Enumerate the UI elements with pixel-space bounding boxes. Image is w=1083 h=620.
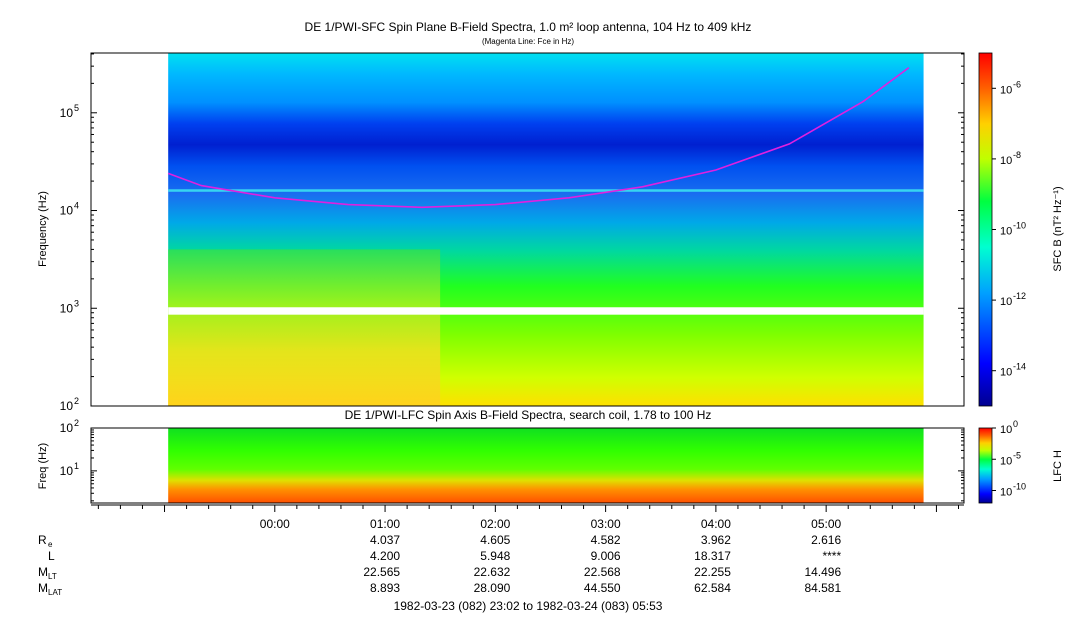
sfc-colorbar-tick-label: 10 bbox=[1000, 296, 1012, 308]
ephemeris-row-label: R bbox=[38, 533, 47, 547]
lfc-y-tick-exponent: 2 bbox=[74, 418, 79, 428]
sfc-y-tick-exponent: 3 bbox=[74, 298, 79, 308]
lfc-colorbar-tick-label: 10 bbox=[1000, 424, 1012, 436]
sfc-y-tick-exponent: 5 bbox=[74, 103, 79, 113]
ephemeris-value: 2.616 bbox=[811, 533, 841, 547]
lfc-colorbar-tick-exponent: -5 bbox=[1013, 450, 1021, 460]
time-tick-label: 00:00 bbox=[260, 517, 290, 531]
sfc-panel-title: DE 1/PWI-SFC Spin Plane B-Field Spectra,… bbox=[305, 20, 752, 34]
ephemeris-row-label-sub: LT bbox=[48, 572, 57, 581]
sfc-y-tick-exponent: 4 bbox=[74, 201, 79, 211]
sfc-warm-region bbox=[168, 249, 441, 406]
lfc-y-tick-exponent: 1 bbox=[74, 461, 79, 471]
ephemeris-value: 4.037 bbox=[370, 533, 400, 547]
ephemeris-value: 84.581 bbox=[804, 581, 841, 595]
sfc-colorbar-tick-exponent: -6 bbox=[1013, 79, 1021, 89]
time-range-footer: 1982-03-23 (082) 23:02 to 1982-03-24 (08… bbox=[394, 599, 663, 613]
time-tick-label: 02:00 bbox=[480, 517, 510, 531]
lfc-colorbar-tick-exponent: -10 bbox=[1013, 482, 1026, 492]
ephemeris-row-label: M bbox=[38, 581, 48, 595]
lfc-y-axis-label: Freq (Hz) bbox=[37, 443, 49, 489]
sfc-plot-frame bbox=[90, 52, 965, 407]
sfc-colorbar-tick-label: 10 bbox=[1000, 226, 1012, 238]
sfc-cyan-band bbox=[168, 189, 924, 192]
ephemeris-value: 22.565 bbox=[363, 565, 400, 579]
time-tick-label: 04:00 bbox=[701, 517, 731, 531]
sfc-colorbar-tick-exponent: -12 bbox=[1013, 291, 1026, 301]
sfc-colorbar-tick-exponent: -8 bbox=[1013, 150, 1021, 160]
sfc-gap-band bbox=[168, 307, 924, 315]
time-tick-label: 03:00 bbox=[591, 517, 621, 531]
ephemeris-value: 8.893 bbox=[370, 581, 400, 595]
lfc-colorbar-tick-label: 10 bbox=[1000, 487, 1012, 499]
ephemeris-value: 4.582 bbox=[591, 533, 621, 547]
ephemeris-value: 22.632 bbox=[474, 565, 511, 579]
ephemeris-value: **** bbox=[822, 549, 841, 563]
ephemeris-value: 4.605 bbox=[480, 533, 510, 547]
sfc-panel-subtitle: (Magenta Line: Fce in Hz) bbox=[482, 37, 574, 46]
time-tick-label: 05:00 bbox=[811, 517, 841, 531]
ephemeris-value: 22.568 bbox=[584, 565, 621, 579]
lfc-colorbar-tick-exponent: 0 bbox=[1013, 419, 1018, 429]
lfc-panel-title: DE 1/PWI-LFC Spin Axis B-Field Spectra, … bbox=[345, 408, 712, 422]
lfc-spectrogram bbox=[168, 428, 924, 503]
sfc-colorbar bbox=[978, 52, 993, 407]
sfc-colorbar-tick-label: 10 bbox=[1000, 84, 1012, 96]
ephemeris-value: 28.090 bbox=[474, 581, 511, 595]
ephemeris-value: 4.200 bbox=[370, 549, 400, 563]
fce-line bbox=[167, 66, 910, 209]
lfc-y-tick-label: 10 bbox=[60, 464, 74, 478]
time-tick-label: 01:00 bbox=[370, 517, 400, 531]
sfc-y-tick-label: 10 bbox=[60, 301, 74, 315]
ephemeris-row-label: M bbox=[38, 565, 48, 579]
lfc-spectrogram-field bbox=[168, 428, 924, 503]
ephemeris-value: 22.255 bbox=[694, 565, 731, 579]
lfc-colorbar-tick-label: 10 bbox=[1000, 455, 1012, 467]
lfc-plot-frame bbox=[90, 427, 965, 504]
sfc-colorbar-tick-label: 10 bbox=[1000, 367, 1012, 379]
sfc-colorbar-tick-exponent: -14 bbox=[1013, 362, 1026, 372]
ephemeris-value: 62.584 bbox=[694, 581, 731, 595]
sfc-colorbar-tick-exponent: -10 bbox=[1013, 221, 1026, 231]
ephemeris-value: 44.550 bbox=[584, 581, 621, 595]
ephemeris-value: 5.948 bbox=[480, 549, 510, 563]
sfc-y-tick-label: 10 bbox=[60, 204, 74, 218]
ephemeris-row-label-sub: LAT bbox=[48, 588, 62, 597]
ephemeris-value: 14.496 bbox=[804, 565, 841, 579]
ephemeris-row-label-sub: e bbox=[48, 540, 53, 549]
sfc-colorbar-tick-label: 10 bbox=[1000, 155, 1012, 167]
ephemeris-row-label: L bbox=[48, 549, 55, 563]
sfc-colorbar-label: SFC B (nT² Hz⁻¹) bbox=[1052, 186, 1064, 271]
sfc-y-tick-label: 10 bbox=[60, 399, 74, 413]
sfc-y-axis-label: Frequency (Hz) bbox=[37, 191, 49, 267]
time-axis-ticks: 00:00 01:00 02:00 03:00 04:00 05:00 bbox=[97, 505, 959, 531]
sfc-spectrogram bbox=[167, 53, 924, 406]
lfc-colorbar-label: LFC H bbox=[1052, 450, 1064, 482]
sfc-y-tick-exponent: 2 bbox=[74, 396, 79, 406]
ephemeris-value: 9.006 bbox=[591, 549, 621, 563]
ephemeris-value: 18.317 bbox=[694, 549, 731, 563]
lfc-y-tick-label: 10 bbox=[60, 421, 74, 435]
ephemeris-value: 3.962 bbox=[701, 533, 731, 547]
sfc-y-tick-label: 10 bbox=[60, 106, 74, 120]
lfc-colorbar bbox=[978, 427, 993, 504]
